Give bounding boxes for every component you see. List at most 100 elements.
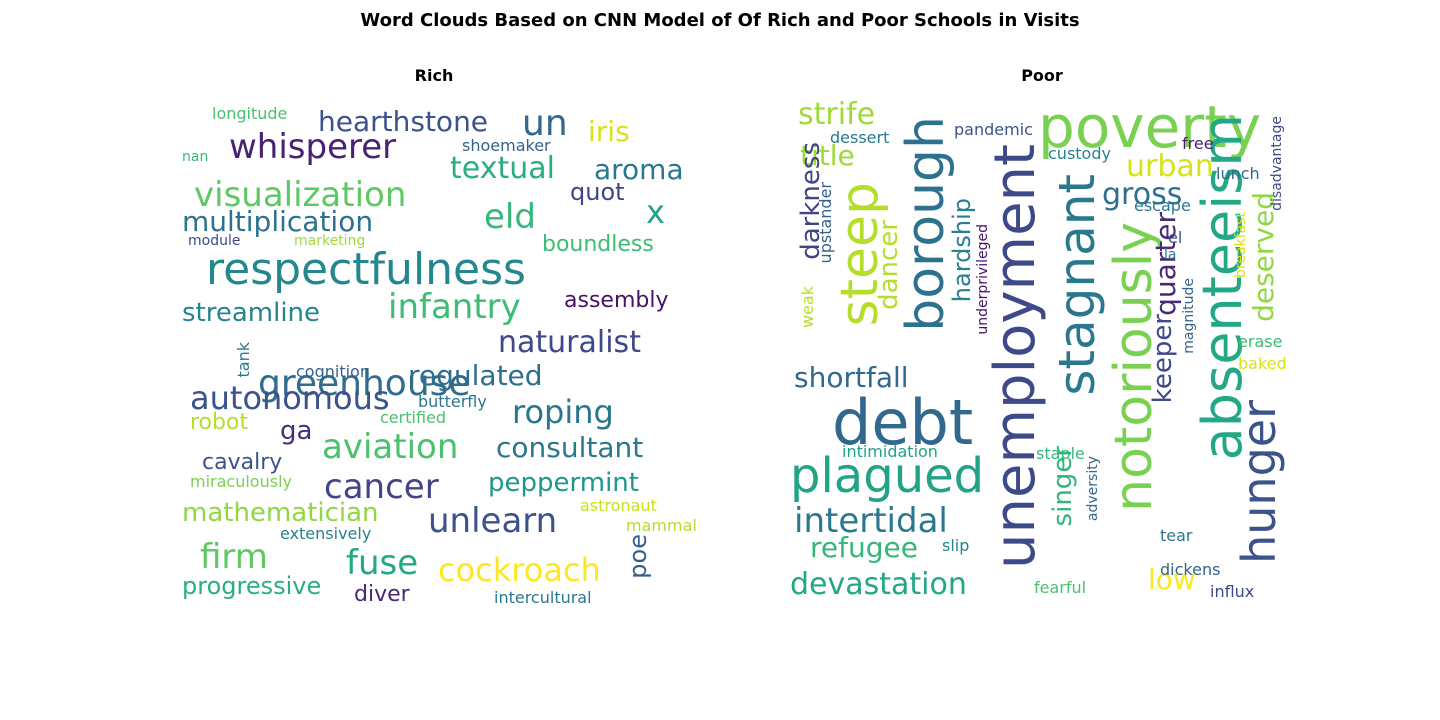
rich-word-poe: poe bbox=[624, 534, 652, 579]
poor-word-devastation: devastation bbox=[790, 567, 967, 602]
rich-word-certified: certified bbox=[380, 408, 447, 427]
rich-word-aviation: aviation bbox=[322, 427, 459, 467]
rich-word-quot: quot bbox=[570, 178, 625, 206]
rich-word-autonomous: autonomous bbox=[190, 379, 390, 417]
poor-word-hunger: hunger bbox=[1232, 400, 1286, 564]
rich-word-diver: diver bbox=[354, 582, 410, 607]
rich-word-cavalry: cavalry bbox=[202, 450, 283, 475]
rich-word-assembly: assembly bbox=[564, 288, 669, 313]
rich-word-roping: roping bbox=[512, 393, 614, 431]
rich-word-longitude: longitude bbox=[212, 104, 288, 123]
poor-word-deserved: deserved bbox=[1247, 192, 1280, 322]
poor-word-la: la bbox=[1164, 247, 1177, 263]
rich-word-multiplication: multiplication bbox=[182, 205, 374, 238]
rich-word-hearthstone: hearthstone bbox=[318, 105, 489, 138]
poor-word-refugee: refugee bbox=[810, 531, 918, 564]
rich-word-firm: firm bbox=[200, 537, 268, 577]
poor-word-escape: escape bbox=[1134, 196, 1191, 215]
poor-word-tear: tear bbox=[1160, 526, 1193, 545]
rich-word-textual: textual bbox=[450, 151, 555, 186]
rich-panel-title: Rich bbox=[414, 66, 454, 85]
rich-word-boundless: boundless bbox=[542, 232, 654, 257]
poor-word-intimidation: intimidation bbox=[842, 442, 938, 461]
rich-word-butterfly: butterfly bbox=[418, 392, 487, 411]
rich-word-shoemaker: shoemaker bbox=[462, 136, 551, 155]
rich-word-aroma: aroma bbox=[594, 153, 684, 186]
rich-word-miraculously: miraculously bbox=[190, 472, 292, 491]
poor-word-unemployment: unemployment bbox=[983, 144, 1048, 569]
rich-word-extensively: extensively bbox=[280, 524, 372, 543]
poor-word-underprivileged: underprivileged bbox=[975, 224, 991, 335]
rich-word-module: module bbox=[188, 233, 241, 249]
poor-word-keeper: keeper bbox=[1148, 314, 1178, 404]
poor-word-fearful: fearful bbox=[1034, 578, 1087, 597]
poor-panel-title: Poor bbox=[1021, 66, 1063, 85]
poor-word-free: free bbox=[1182, 134, 1214, 153]
rich-word-mammal: mammal bbox=[626, 516, 697, 535]
rich-word-infantry: infantry bbox=[388, 287, 521, 327]
poor-word-disadvantage: disadvantage bbox=[1269, 116, 1285, 211]
rich-word-consultant: consultant bbox=[496, 431, 644, 464]
rich-word-fuse: fuse bbox=[346, 543, 419, 583]
rich-word-ga: ga bbox=[280, 416, 313, 446]
poor-word-slip: slip bbox=[942, 536, 970, 555]
rich-word-mathematician: mathematician bbox=[182, 498, 379, 528]
rich-word-cognition: cognition bbox=[296, 362, 370, 381]
poor-word-cloud: unemployment debt poverty absenteeism notori… bbox=[782, 93, 1302, 620]
poor-word-dickens: dickens bbox=[1160, 560, 1221, 579]
poor-word-el: el bbox=[1168, 228, 1183, 247]
poor-word-dessert: dessert bbox=[830, 128, 890, 147]
rich-word-iris: iris bbox=[588, 115, 630, 148]
poor-word-strife: strife bbox=[798, 97, 876, 132]
rich-word-respectfulness: respectfulness bbox=[206, 244, 526, 295]
poor-word-staple: staple bbox=[1036, 444, 1085, 463]
rich-word-regulated: regulated bbox=[408, 359, 543, 392]
poor-word-plagued: plagued bbox=[790, 448, 985, 504]
poor-word-pandemic: pandemic bbox=[954, 120, 1033, 139]
poor-word-borough: borough bbox=[896, 116, 956, 332]
rich-word-cloud: respectfulness greenhouse visualization whi… bbox=[174, 100, 697, 620]
poor-word-intertidal: intertidal bbox=[794, 501, 948, 541]
poor-word-hardship: hardship bbox=[948, 198, 976, 303]
rich-word-un: un bbox=[522, 103, 568, 144]
poor-word-breakfast: breakfast bbox=[1233, 212, 1249, 278]
poor-word-low: low bbox=[1148, 563, 1196, 596]
rich-word-greenhouse: greenhouse bbox=[258, 363, 471, 404]
poor-word-baked: baked bbox=[1238, 354, 1287, 373]
rich-word-tank: tank bbox=[234, 342, 253, 378]
rich-word-marketing: marketing bbox=[294, 233, 366, 249]
rich-word-cancer: cancer bbox=[324, 467, 439, 507]
rich-word-unlearn: unlearn bbox=[428, 501, 558, 541]
rich-word-whisperer: whisperer bbox=[229, 127, 397, 167]
rich-word-nan: nan bbox=[182, 149, 209, 165]
rich-word-peppermint: peppermint bbox=[488, 468, 639, 498]
poor-word-stagnant: stagnant bbox=[1048, 174, 1106, 396]
poor-word-title: title bbox=[800, 139, 855, 172]
poor-word-cloud-panel: Poor unemployment debt poverty absenteeism n… bbox=[782, 66, 1302, 626]
poor-word-custody: custody bbox=[1048, 144, 1111, 163]
poor-word-magnitude: magnitude bbox=[1181, 278, 1197, 354]
rich-word-x: x bbox=[646, 193, 665, 231]
rich-word-cloud-panel: Rich respectfulness greenhouse visualizati… bbox=[174, 66, 697, 626]
poor-word-erase: erase bbox=[1238, 332, 1283, 351]
rich-word-astronaut: astronaut bbox=[580, 496, 657, 515]
rich-word-streamline: streamline bbox=[182, 298, 321, 328]
poor-word-debt: debt bbox=[832, 386, 974, 459]
rich-word-progressive: progressive bbox=[182, 572, 322, 600]
poor-word-gross: gross bbox=[1102, 177, 1183, 212]
figure-title: Word Clouds Based on CNN Model of Of Ric… bbox=[360, 10, 1080, 31]
poor-word-lunch: lunch bbox=[1216, 164, 1260, 183]
poor-word-urban: urban bbox=[1126, 149, 1214, 184]
poor-word-shortfall: shortfall bbox=[794, 361, 909, 394]
poor-word-influx: influx bbox=[1210, 582, 1255, 601]
poor-word-upstander: upstander bbox=[816, 182, 835, 264]
rich-word-robot: robot bbox=[190, 410, 249, 435]
rich-word-cockroach: cockroach bbox=[438, 551, 601, 589]
rich-word-eld: eld bbox=[484, 197, 536, 237]
poor-word-weak: weak bbox=[798, 286, 817, 328]
rich-word-intercultural: intercultural bbox=[494, 588, 592, 607]
poor-word-poverty: poverty bbox=[1038, 93, 1262, 161]
rich-word-naturalist: naturalist bbox=[498, 325, 641, 360]
poor-word-adversity: adversity bbox=[1085, 456, 1101, 522]
rich-word-visualization: visualization bbox=[194, 175, 407, 215]
